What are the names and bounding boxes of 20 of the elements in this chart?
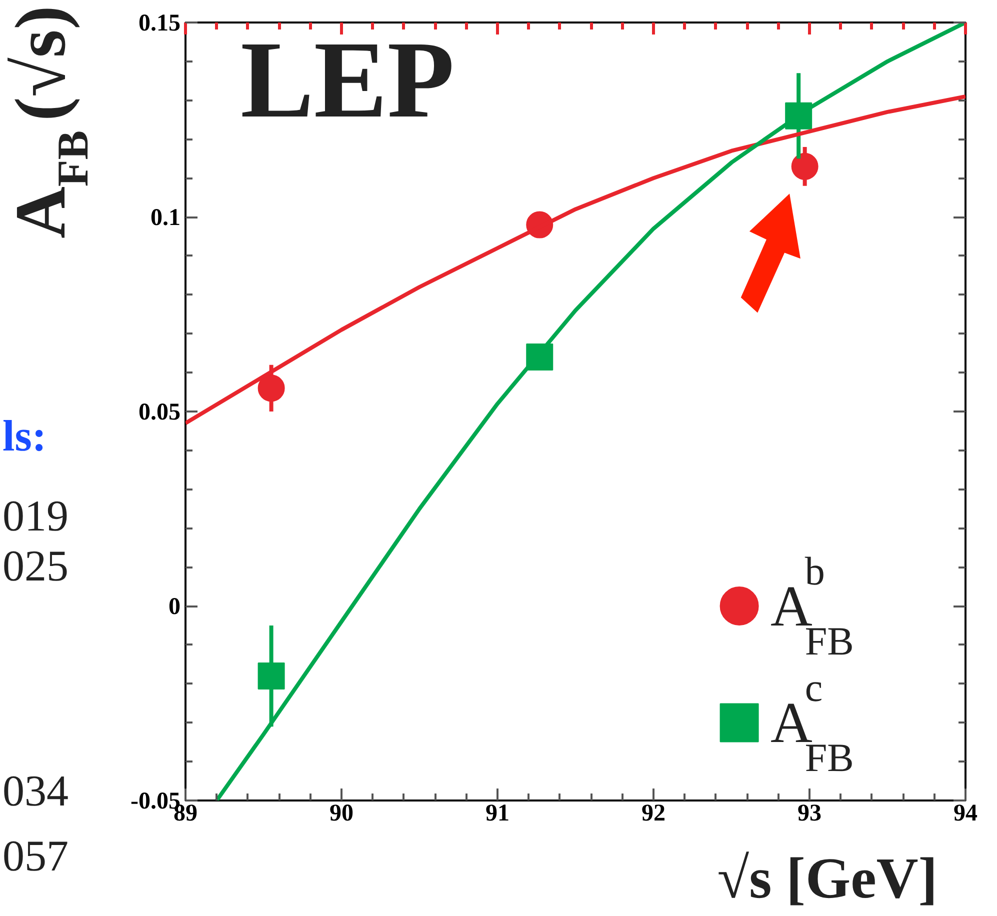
- text: 019: [2, 492, 68, 540]
- chart-title: LEP: [240, 18, 454, 140]
- point: [258, 662, 285, 690]
- point: [258, 374, 285, 402]
- text: 057: [2, 832, 68, 880]
- x-tick-label: 92: [642, 800, 666, 826]
- y-tick-label: 0.15: [138, 10, 180, 36]
- y-tick-label: 0: [168, 594, 180, 620]
- x-tick-label: 90: [330, 800, 354, 826]
- y-tick-label: 0.1: [150, 205, 180, 231]
- text: 034: [2, 766, 68, 816]
- text: 025: [2, 542, 68, 590]
- text: ls:: [2, 412, 46, 460]
- y-tick-label: 0.05: [138, 400, 180, 426]
- x-tick-label: 94: [954, 800, 978, 826]
- y-axis-title: AFB(√s): [0, 6, 98, 238]
- x-tick-label: 93: [798, 800, 822, 826]
- line-series: [214, 22, 966, 800]
- x-tick-label: 91: [486, 800, 510, 826]
- x-axis-title: √s [GeV]: [717, 846, 938, 910]
